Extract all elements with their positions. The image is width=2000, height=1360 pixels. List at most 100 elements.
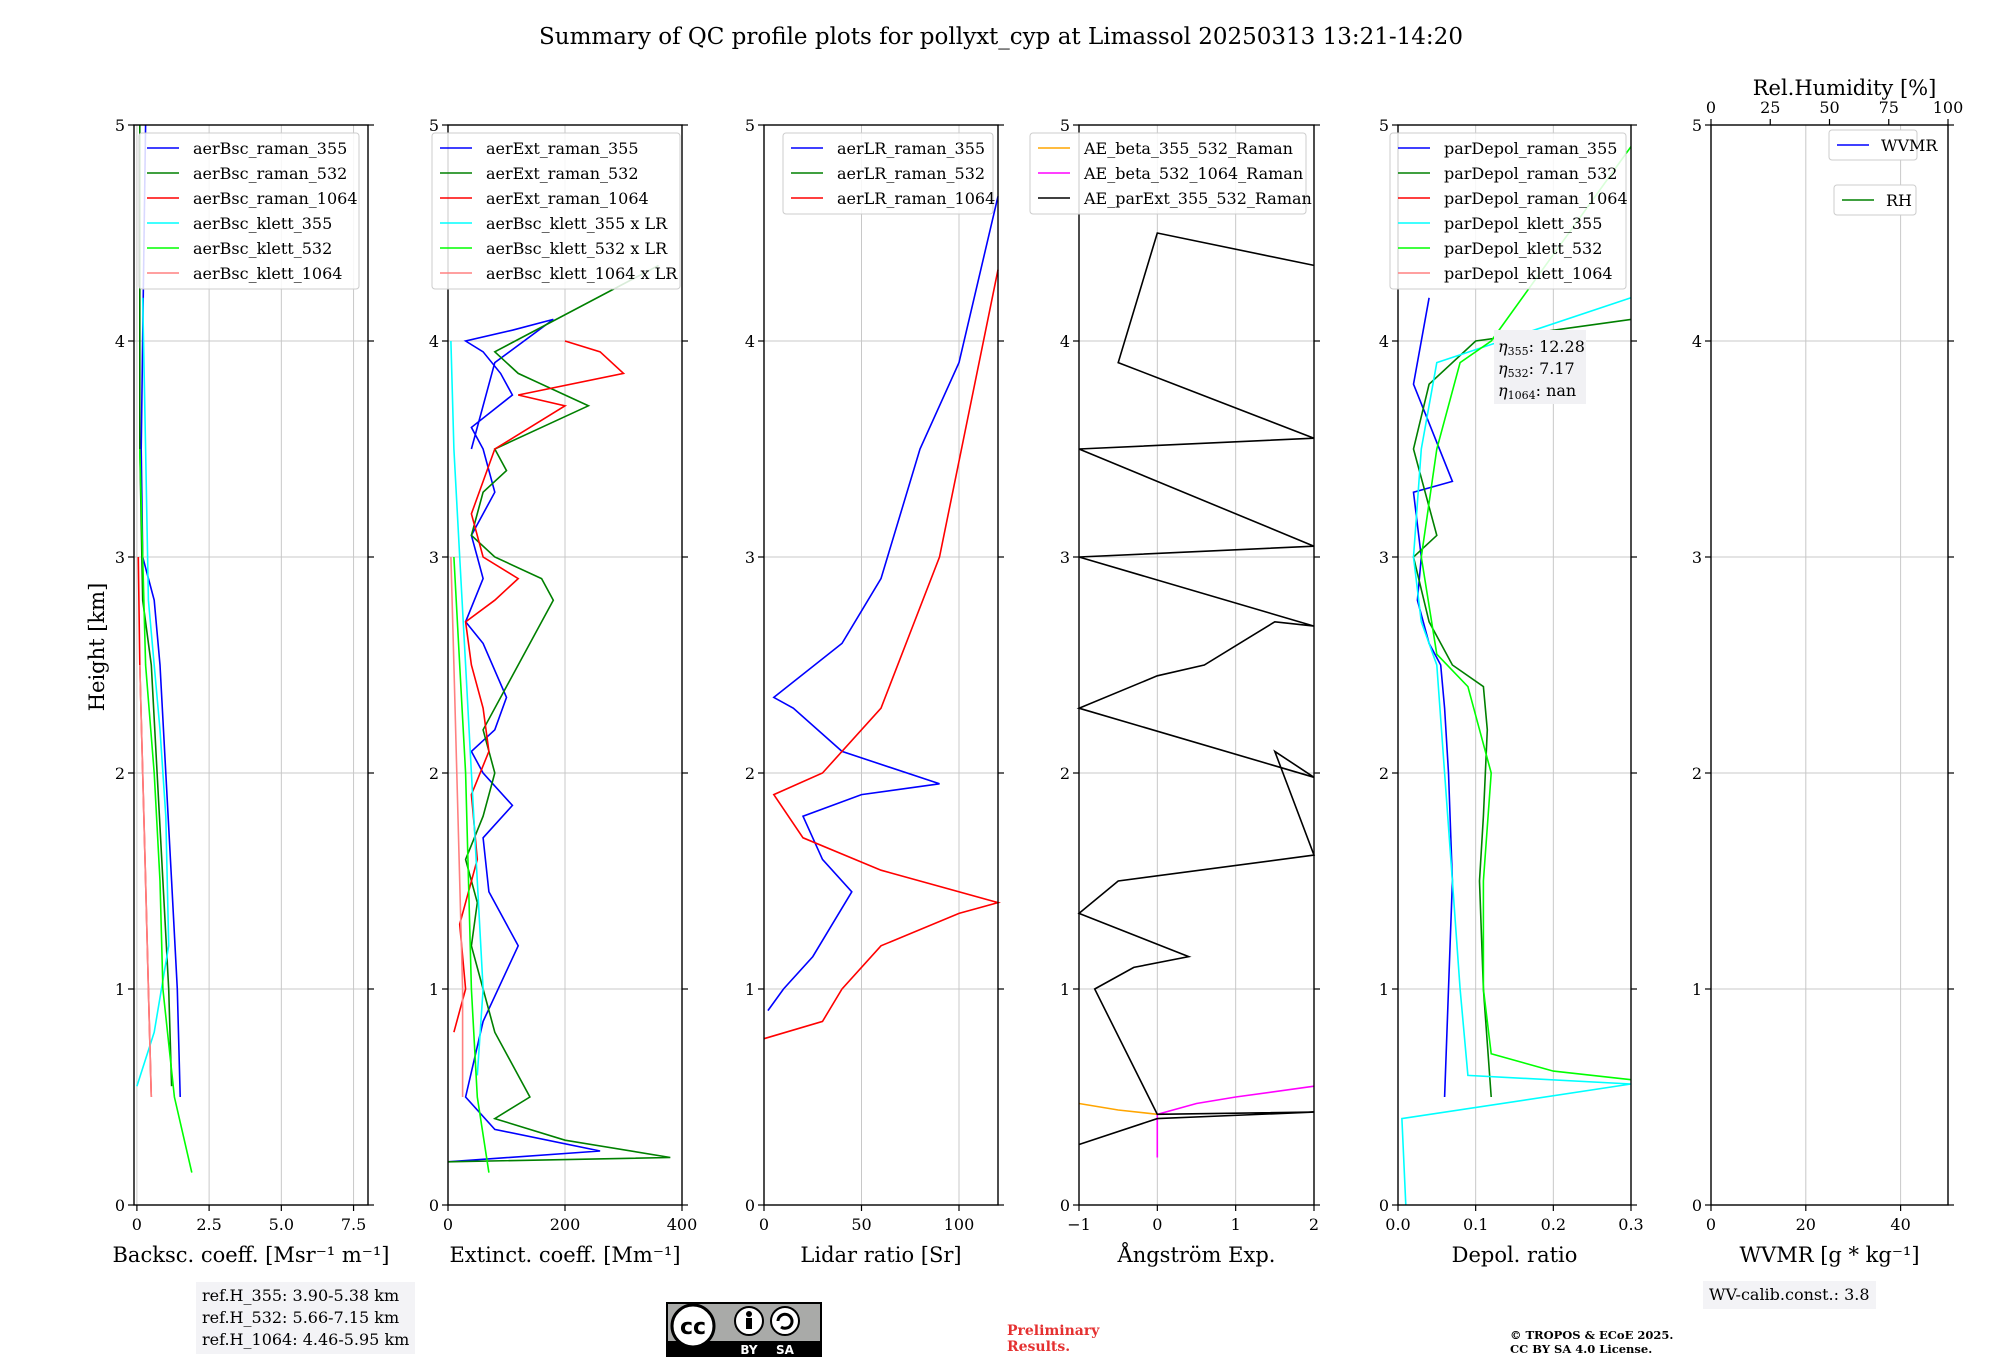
legend-label: aerBsc_klett_532 x LR [486, 239, 668, 258]
y-tick-label: 2 [1379, 764, 1389, 783]
x-tick-label: 100 [944, 1215, 975, 1234]
x-axis-label: Ångström Exp. [1117, 1242, 1276, 1267]
y-tick-label: 0 [1692, 1196, 1702, 1215]
x-axis-label: WVMR [g * kg⁻¹] [1739, 1243, 1919, 1267]
figure-title: Summary of QC profile plots for pollyxt_… [539, 24, 1463, 50]
legend-label: aerBsc_raman_1064 [193, 189, 358, 208]
y-tick-label: 0 [429, 1196, 439, 1215]
x-tick-label: 20 [1796, 1215, 1816, 1234]
y-tick-label: 1 [1060, 980, 1070, 999]
y-tick-label: 0 [1379, 1196, 1389, 1215]
y-tick-label: 1 [745, 980, 755, 999]
legend-box [431, 132, 681, 290]
y-tick-label: 2 [429, 764, 439, 783]
top-tick-label: 0 [1706, 98, 1716, 117]
series-aerLR_raman_1064 [763, 269, 1001, 1040]
panel-bsc: 0 1 2 3 4 5 0 2.5 5.0 7.5 Backsc. coeff. [Msr⁻¹ m⁻… [113, 116, 390, 1267]
axes-frame [1397, 124, 1632, 1206]
cc-logo-text: cc [680, 1315, 706, 1340]
legend-box [1389, 132, 1627, 290]
by-label: BY [740, 1343, 757, 1357]
axes-frame [763, 124, 999, 1206]
preliminary-line-1: Preliminary [1007, 1323, 1100, 1339]
x-tick-label: 2 [1309, 1215, 1319, 1234]
y-tick-label: 4 [1060, 332, 1070, 351]
ref-height-532: ref.H_532: 5.66-7.15 km [202, 1308, 400, 1327]
top-tick-label: 75 [1879, 98, 1899, 117]
legend-label: aerBsc_klett_532 [193, 239, 332, 258]
x-tick-label: 200 [550, 1215, 581, 1234]
y-tick-label: 5 [745, 116, 755, 135]
y-tick-label: 1 [1692, 980, 1702, 999]
y-tick-label: 1 [115, 980, 125, 999]
series-aerBsc_klett_1064 [139, 664, 153, 1098]
legend-label: aerExt_raman_532 [486, 164, 639, 183]
y-tick-label: 3 [429, 548, 439, 567]
legend-label: aerBsc_klett_355 [193, 214, 332, 233]
legend-label: parDepol_raman_355 [1444, 139, 1617, 158]
legend-box [1029, 132, 1307, 215]
wv-calib-box: WV-calib.const.: 3.8 [1703, 1281, 1876, 1309]
y-tick-label: 5 [1379, 116, 1389, 135]
y-tick-label: 2 [1692, 764, 1702, 783]
x-axis-label: Backsc. coeff. [Msr⁻¹ m⁻¹] [113, 1243, 390, 1267]
x-tick-label: 7.5 [341, 1215, 366, 1234]
axes-frame [1078, 124, 1315, 1206]
eta-355: η355: 12.28 [1498, 337, 1585, 358]
y-tick-label: 5 [115, 116, 125, 135]
x-tick-label: 0 [132, 1215, 142, 1234]
preliminary-note: Preliminary Results. [1007, 1323, 1099, 1355]
legend-label: aerBsc_raman_355 [193, 139, 347, 158]
eta-532: η532: 7.17 [1498, 359, 1575, 380]
sa-share-arc [776, 1312, 794, 1330]
y-tick-label: 3 [1379, 548, 1389, 567]
x-tick-label: 0 [443, 1215, 453, 1234]
x-tick-label: 40 [1890, 1215, 1910, 1234]
y-tick-label: 2 [1060, 764, 1070, 783]
y-tick-label: 4 [429, 332, 439, 351]
y-tick-label: 2 [745, 764, 755, 783]
legend-label: parDepol_klett_532 [1444, 239, 1602, 258]
legend-box [138, 132, 360, 290]
legend-label: parDepol_klett_355 [1444, 214, 1602, 233]
legend-label: aerBsc_raman_532 [193, 164, 347, 183]
eta-box-bg [1494, 330, 1586, 404]
top-tick-label: 25 [1760, 98, 1780, 117]
preliminary-line-2: Results. [1007, 1339, 1071, 1355]
eta-1064: η1064: nan [1498, 381, 1576, 402]
panel-ext: 0 1 2 3 4 5 0 200 400 Extinct. coeff. [Mm⁻¹] aerEx… [429, 116, 697, 1267]
x-tick-label: −1 [1067, 1215, 1091, 1234]
x-tick-label: 2.5 [196, 1215, 221, 1234]
panel-dep: 0 1 2 3 4 5 0.0 0.1 0.2 0.3 Depol. ratio parDepol_r… [1379, 116, 1644, 1267]
x-tick-label: 0.2 [1541, 1215, 1566, 1234]
y-tick-label: 5 [1060, 116, 1070, 135]
legend-label: parDepol_raman_532 [1444, 164, 1617, 183]
x-tick-label: 0.3 [1618, 1215, 1643, 1234]
y-tick-label: 5 [1692, 116, 1702, 135]
x-tick-label: 5.0 [269, 1215, 294, 1234]
y-tick-label: 0 [745, 1196, 755, 1215]
ref-heights-box: ref.H_355: 3.90-5.38 km ref.H_532: 5.66-… [196, 1282, 416, 1354]
series-aerBsc_klett_355 [136, 297, 170, 1087]
sa-label: SA [776, 1343, 795, 1357]
legend-label: aerExt_raman_355 [486, 139, 639, 158]
top-tick-label: 50 [1819, 98, 1839, 117]
series-aerExt_raman_355 [447, 318, 601, 1163]
y-tick-label: 1 [1379, 980, 1389, 999]
legend-label: aerBsc_klett_1064 x LR [486, 264, 678, 283]
cc-logo-icon [670, 1303, 716, 1349]
series-parDepol_klett_532 [1420, 146, 1632, 1081]
y-tick-label: 4 [115, 332, 125, 351]
legend-box [782, 132, 994, 215]
x-axis-label: Depol. ratio [1452, 1243, 1578, 1267]
legend-label: AE_parExt_355_532_Raman [1083, 189, 1312, 208]
series-AE_beta_532_1064_Raman [1156, 1085, 1315, 1158]
legend-label: AE_beta_532_1064_Raman [1083, 164, 1303, 183]
legend-label: aerLR_raman_1064 [837, 189, 995, 208]
ref-height-355: ref.H_355: 3.90-5.38 km [202, 1286, 400, 1305]
copyright-line-1: © TROPOS & ECoE 2025. [1510, 1328, 1674, 1342]
